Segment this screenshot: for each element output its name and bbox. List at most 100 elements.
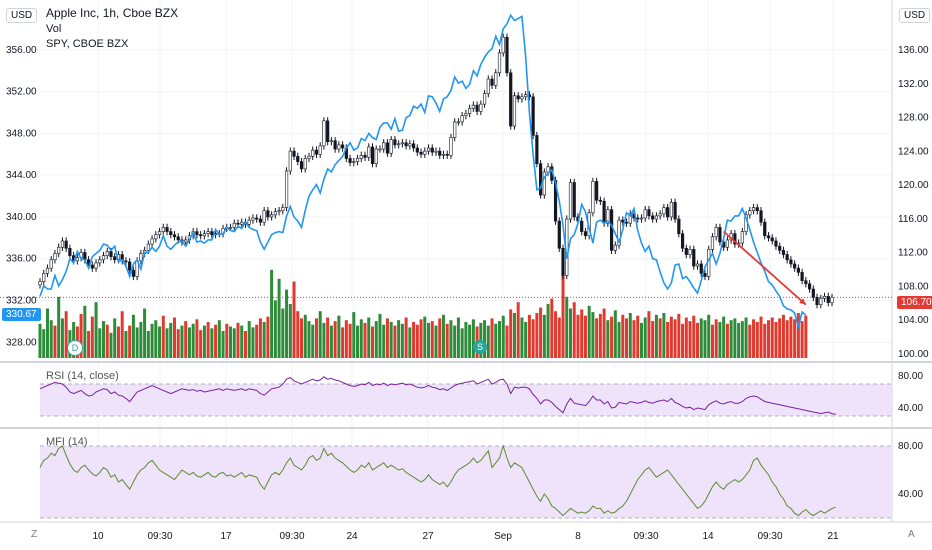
volume-bar (322, 322, 326, 358)
candle-up (423, 150, 427, 155)
right-axis-tick: 100.00 (898, 349, 929, 360)
volume-bar (408, 327, 412, 358)
candle-up (822, 296, 827, 299)
volume-bar (662, 313, 666, 358)
right-axis-tick: 124.00 (898, 146, 929, 157)
currency-right[interactable]: USD (899, 8, 931, 23)
volume-bar (206, 322, 210, 358)
candle-down (826, 296, 830, 303)
volume-bar (763, 323, 767, 358)
volume-bar (722, 316, 726, 358)
volume-bar (348, 323, 352, 358)
rsi-band (40, 383, 892, 417)
currency-left[interactable]: USD (6, 8, 38, 23)
volume-bar (681, 323, 685, 358)
candle-up (359, 155, 363, 159)
volume-bar (766, 320, 770, 358)
volume-bar (796, 313, 800, 358)
candle-up (284, 170, 289, 208)
volume-bar (60, 318, 64, 358)
split-marker[interactable]: S (473, 340, 487, 354)
candle-up (228, 227, 233, 229)
volume-legend[interactable]: Vol (46, 23, 62, 35)
rsi-axis-tick: 80.00 (898, 371, 923, 382)
candle-up (819, 298, 823, 306)
candle-up (710, 236, 715, 250)
volume-bar (423, 316, 427, 358)
candle-up (453, 121, 457, 138)
candle-down (763, 221, 767, 237)
compare-legend[interactable]: SPY, CBOE BZX (46, 38, 129, 50)
volume-bar (94, 302, 98, 358)
candle-down (258, 218, 263, 223)
volume-bar (270, 269, 274, 358)
candle-up (751, 207, 756, 211)
rsi-line (39, 376, 836, 415)
left-axis-tick: 332.00 (6, 296, 37, 307)
candle-down (296, 156, 300, 162)
volume-bar (714, 319, 718, 358)
candle-down (561, 247, 565, 276)
candle-up (105, 251, 109, 256)
candle-down (172, 234, 177, 238)
candle-up (606, 209, 610, 224)
candle-down (793, 263, 797, 269)
volume-bar (430, 321, 434, 358)
zoom-icon[interactable]: Z (31, 529, 38, 540)
volume-bar (434, 325, 438, 358)
left-axis-tick: 344.00 (6, 170, 37, 181)
volume-bar (57, 296, 61, 358)
candle-up (654, 215, 659, 220)
candle-up (449, 137, 453, 156)
volume-bar (565, 296, 569, 358)
compare-line (39, 13, 807, 330)
x-axis-tick: 27 (422, 531, 434, 542)
candle-down (124, 260, 128, 263)
spy-line (39, 13, 807, 330)
auto-scale-toggle[interactable]: A (908, 529, 915, 540)
volume-bar (516, 302, 520, 358)
candle-up (101, 255, 106, 261)
volume-bar (199, 330, 203, 358)
candle-up (184, 239, 188, 243)
annotation-arrow[interactable] (723, 230, 807, 306)
candle-down (718, 227, 722, 243)
volume-bar (621, 314, 625, 358)
volume-bar (580, 309, 584, 358)
mfi-pane-label[interactable]: MFI (14) (46, 436, 88, 448)
volume-bar (225, 323, 229, 358)
volume-bar (251, 327, 255, 358)
candle-down (411, 143, 416, 149)
candle-down (210, 231, 214, 236)
candle-down (770, 237, 774, 242)
volume-bar (684, 317, 688, 358)
volume-bar (236, 322, 240, 358)
volume-bar (673, 319, 677, 358)
volume-bar (79, 313, 83, 358)
volume-bar (759, 316, 763, 358)
volume-bar (262, 322, 266, 358)
candle-down (292, 150, 296, 157)
rsi-pane-label[interactable]: RSI (14, close) (46, 370, 119, 382)
series-title[interactable]: Apple Inc, 1h, Cboe BZX (46, 6, 179, 20)
candle-down (445, 153, 449, 156)
candle-down (255, 217, 259, 220)
volume-bar (277, 278, 281, 358)
left-axis-tick: 336.00 (6, 254, 37, 265)
volume-bar (333, 321, 337, 358)
volume-bar (165, 328, 169, 358)
candle-up (546, 166, 550, 173)
volume-bar (449, 320, 453, 358)
candle-down (535, 135, 539, 164)
pane-dividers[interactable] (0, 361, 932, 429)
volume-bar (281, 308, 285, 358)
candle-up (154, 234, 158, 240)
candle-up (669, 202, 673, 218)
volume-bar (172, 317, 176, 358)
left-price-tag: 330.67 (2, 308, 41, 321)
mfi-axis-tick: 40.00 (898, 489, 923, 500)
candle-up (501, 36, 505, 54)
dividend-marker[interactable]: D (67, 340, 83, 356)
volume-bar (696, 322, 700, 358)
